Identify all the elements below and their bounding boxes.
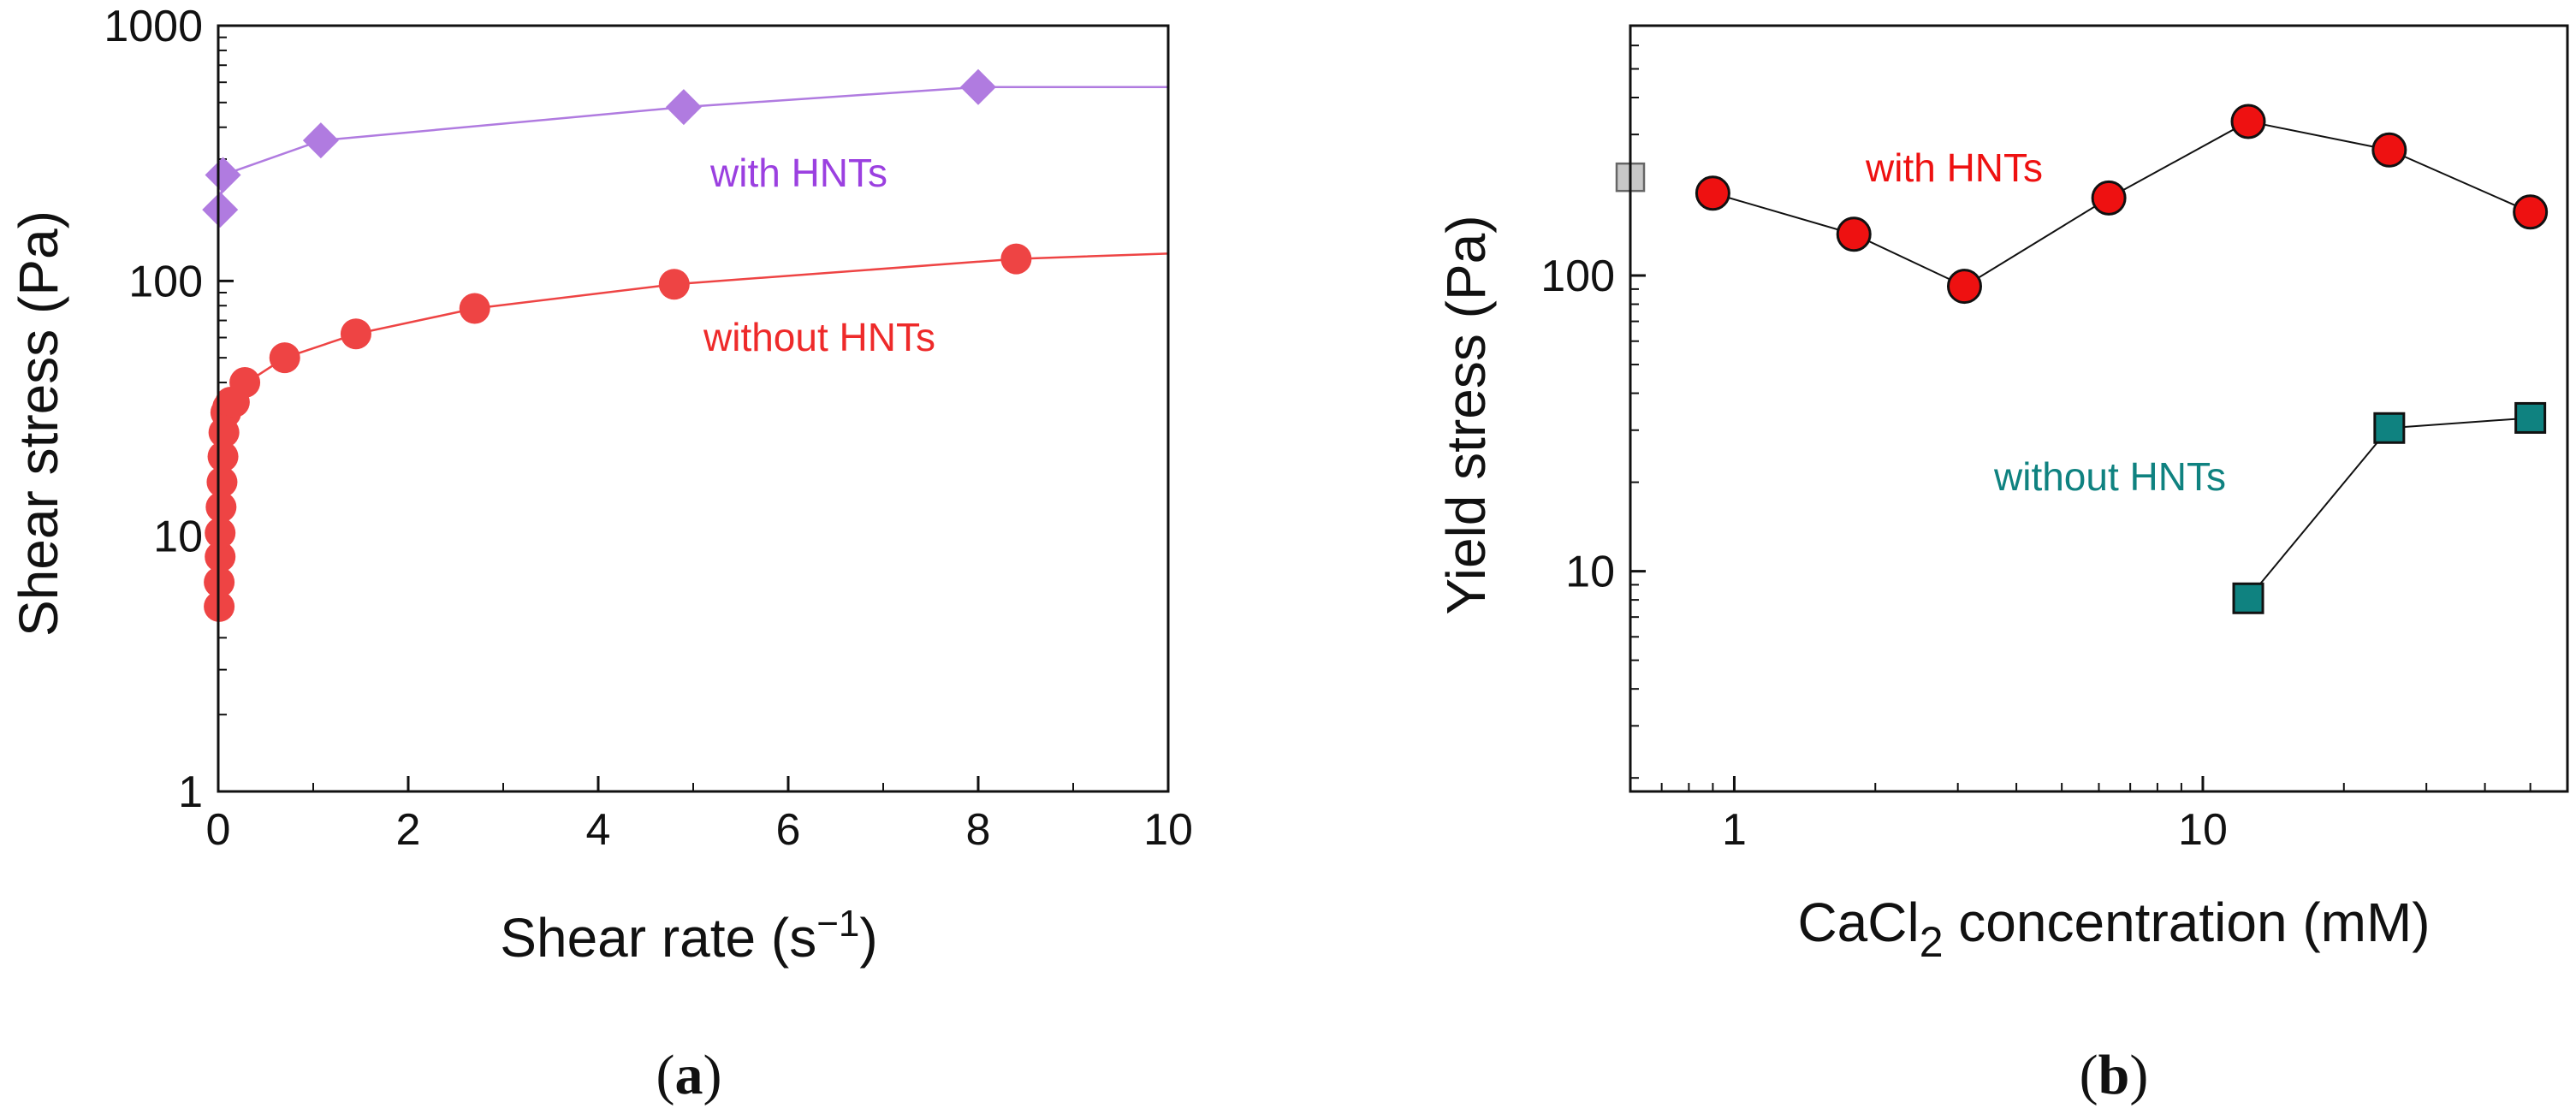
panel-b-label-with-hnts: with HNTs: [1865, 145, 2043, 190]
panel-a-x-axis-title-sup: −1: [816, 903, 859, 945]
x-tick-label: 6: [776, 805, 801, 855]
panel-a-shear-stress-chart: 0 2 4 6 8 10 1 10 100 1000 with HNTs without HNTs…: [8, 2, 1193, 1106]
data-point-without-hnts: [459, 293, 490, 324]
data-point-with-hnts: [302, 122, 339, 159]
data-point-without-hnts: [205, 517, 236, 548]
data-point-with-hnts: [2371, 132, 2407, 168]
fit-line-without-hnts: [217, 252, 1169, 607]
x-tick-label: 0: [206, 805, 231, 855]
data-point-without-hnts: [2232, 582, 2264, 614]
data-point-without-hnts: [340, 318, 371, 350]
panel-b-ticks: [1629, 25, 2568, 791]
y-tick-label: 10: [153, 513, 203, 562]
panel-b-x-axis-title-pre: CaCl: [1797, 892, 1919, 953]
x-tick-label: 8: [966, 805, 991, 855]
panel-a-x-axis-title-base: Shear rate (s: [500, 907, 816, 969]
data-point-with-hnts: [2091, 180, 2127, 216]
panel-a-ticks: [217, 24, 1170, 793]
panel-b-x-axis-title: CaCl2 concentration (mM): [1797, 892, 2430, 966]
panel-b-plot-frame: [1629, 24, 2569, 793]
panel-b-label-without-hnts: without HNTs: [1993, 454, 2226, 499]
data-point-with-hnts: [1946, 269, 1982, 305]
series-line-without-hnts: [2247, 417, 2531, 599]
y-tick-label: 100: [128, 257, 203, 306]
y-tick-label: 10: [1565, 548, 1615, 597]
data-point-with-hnts: [1695, 175, 1730, 211]
x-tick-label: 2: [396, 805, 421, 855]
panel-b-caption: (b): [2080, 1044, 2149, 1106]
x-tick-label: 4: [586, 805, 611, 855]
data-point-without-hnts: [2514, 401, 2547, 434]
data-point-without-hnts: [205, 541, 236, 572]
panel-b-tick-labels: 1 10 10 100: [1540, 252, 2228, 855]
panel-a-y-axis-title: Shear stress (Pa): [8, 210, 69, 637]
data-point-with-hnts: [2230, 104, 2266, 139]
panel-b-markers: [1615, 104, 2549, 614]
data-point-with-hnts: [2513, 194, 2549, 230]
data-point-with-hnts: [202, 192, 239, 228]
panel-a-plot-frame: [217, 24, 1170, 793]
x-tick-label: 10: [1143, 805, 1193, 855]
panel-a-markers: [202, 68, 1032, 622]
data-point-without-hnts: [229, 367, 261, 399]
panel-a-x-axis-title: Shear rate (s−1): [500, 903, 877, 969]
data-point-without-hnts: [205, 491, 237, 523]
panel-a-x-axis-title-tail: ): [859, 907, 877, 969]
data-point-with-hnts: [665, 89, 702, 126]
x-tick-label: 1: [1722, 805, 1747, 855]
panel-b-yield-stress-chart: 1 10 10 100 with HNTs without HNTs CaCl2 co…: [1435, 24, 2569, 1106]
y-tick-label: 100: [1540, 252, 1615, 301]
data-point-with-hnts: [1836, 216, 1872, 252]
panel-a-tick-labels: 0 2 4 6 8 10 1 10 100 1000: [104, 2, 1193, 855]
y-tick-label: 1: [178, 767, 203, 817]
data-point-with-hnts: [205, 157, 241, 193]
panel-a-label-without-hnts: without HNTs: [703, 315, 935, 359]
panel-a-label-with-hnts: with HNTs: [709, 151, 887, 195]
panel-b-x-axis-title-post: concentration (mM): [1944, 892, 2431, 953]
panel-a-caption: (a): [656, 1044, 722, 1106]
data-point-without-hnts: [2373, 412, 2406, 444]
data-point-without-hnts: [206, 466, 238, 498]
data-point-without-hnts: [1000, 243, 1032, 275]
data-point-with-hnts: [960, 68, 996, 105]
data-point-without-hnts: [207, 441, 239, 472]
panel-b-y-axis-title: Yield stress (Pa): [1435, 215, 1497, 614]
panel-b-x-axis-title-sub: 2: [1920, 918, 1944, 966]
y-tick-label: 1000: [104, 2, 203, 51]
data-point-without-hnts: [658, 269, 690, 300]
panel-b-caption-letter: b: [2098, 1044, 2130, 1106]
x-tick-label: 10: [2178, 805, 2228, 855]
panel-a-caption-letter: a: [675, 1044, 703, 1106]
data-point-without-hnts: [269, 342, 300, 374]
